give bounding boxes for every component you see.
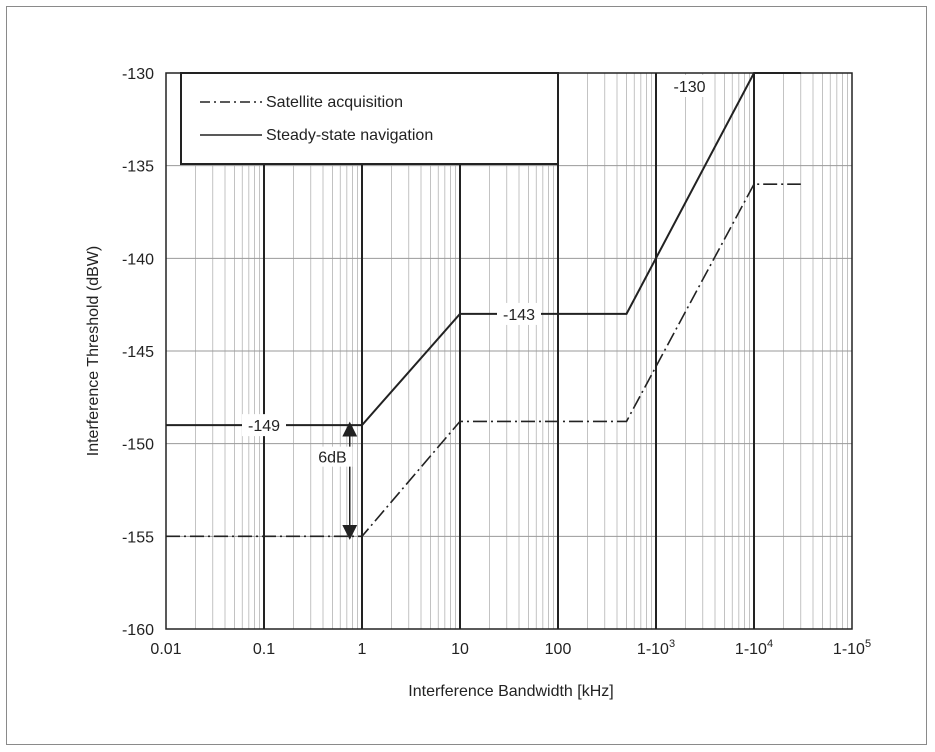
x-tick-label: 1 [358,641,367,658]
legend-box [180,72,559,165]
y-tick-label: -160 [122,622,154,639]
annotations: -149 -143 -130 6dB [242,74,712,540]
annotation-130: -130 [674,79,706,96]
y-tick-label: -130 [122,66,154,83]
legend: Satellite acquisition Steady-state navig… [180,72,559,165]
x-tick-label: 1-104 [735,638,773,658]
x-tick-exponent: 4 [767,638,773,650]
legend-label-satellite-acquisition: Satellite acquisition [266,94,403,111]
y-tick-label: -145 [122,344,154,361]
annotation-bg [497,302,542,325]
annotation-6dB: 6dB [318,450,346,467]
x-tick-label: 1-103 [637,638,675,658]
x-tick-label: 0.1 [253,641,275,658]
y-tick-label: -155 [122,529,154,546]
x-tick-label: 100 [545,641,572,658]
annotation-143: -143 [503,307,535,324]
axes: 0.01 0.1 1 10 100 1-103 1-104 1-105 -130 -135 -140… [122,66,871,658]
x-tick-label: 0.01 [150,641,181,658]
y-axis-title: Interference Threshold (dBW) [85,246,102,456]
y-tick-label: -150 [122,437,154,454]
x-tick-exponent: 3 [669,638,675,650]
y-tick-label: -135 [122,159,154,176]
annotation-bg [667,74,712,97]
series-line-satellite-acquisition [166,183,801,538]
x-tick-label: 1-105 [833,638,871,658]
annotation-bg [242,414,286,437]
y-tick-label: -140 [122,251,154,268]
plot-border [165,72,853,630]
annotation-bg [312,446,353,467]
annotation-149: -149 [248,418,280,435]
x-tick-exponent: 5 [865,638,871,650]
x-tick-label: 10 [451,641,469,658]
legend-label-steady-state-navigation: Steady-state navigation [266,127,433,144]
x-axis-title: Interference Bandwidth [kHz] [408,683,613,700]
